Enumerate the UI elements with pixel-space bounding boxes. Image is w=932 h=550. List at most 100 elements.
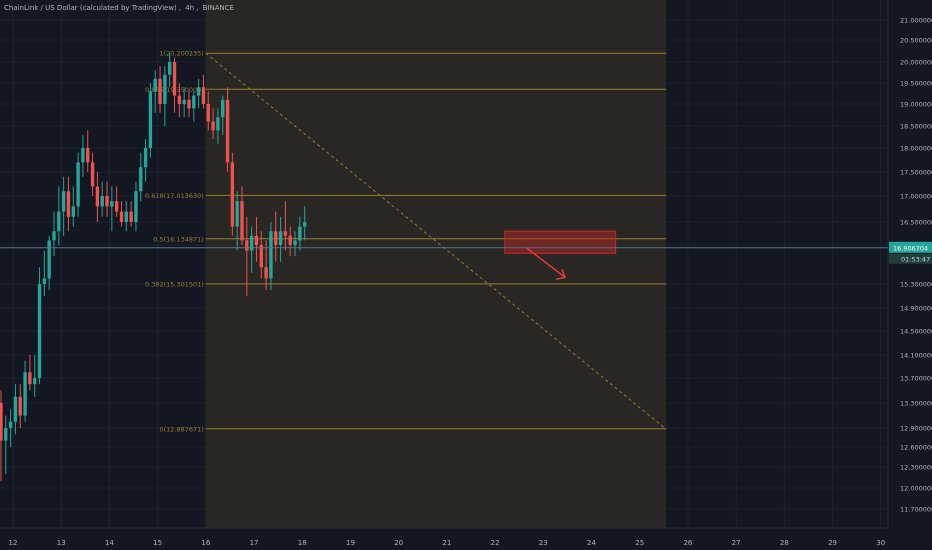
candle-body xyxy=(288,235,292,245)
fib-retracement-zone xyxy=(205,0,667,528)
candle-body xyxy=(148,91,153,148)
x-tick-label: 24 xyxy=(587,539,596,547)
x-tick-label: 22 xyxy=(491,539,500,547)
candle-body xyxy=(37,284,42,378)
candle-body xyxy=(124,211,128,222)
current-price-tag xyxy=(889,241,932,253)
candle-body xyxy=(66,191,71,217)
x-tick-label: 26 xyxy=(683,539,692,547)
candle-body xyxy=(90,162,95,187)
candle-body xyxy=(33,378,37,385)
candle-body xyxy=(23,372,27,416)
candle-body xyxy=(196,87,201,96)
y-tick-label: 14.100000 xyxy=(900,352,932,360)
candle-body xyxy=(216,117,220,131)
candle-body xyxy=(28,372,32,385)
candle-body xyxy=(249,235,254,251)
symbol-name: ChainLink / US Dollar (calculated by Tra… xyxy=(4,4,177,12)
x-tick-label: 25 xyxy=(635,539,644,547)
fib-zone-background xyxy=(205,0,667,528)
candle-body xyxy=(201,87,206,104)
candle-body xyxy=(211,121,215,131)
candle-body xyxy=(18,396,22,416)
candle-body xyxy=(274,231,278,245)
annotations xyxy=(0,230,888,281)
x-tick-label: 17 xyxy=(250,539,259,547)
candle-body xyxy=(129,211,133,222)
candle-body xyxy=(105,196,109,207)
time-axis[interactable]: 12 13 14 15 16 17 18 19 20 21 22 23 24 25 26 27 28 29 30 xyxy=(0,527,888,547)
price-axis[interactable]: 21.000000 20.500000 20.000000 19.500000 19.0… xyxy=(887,0,932,528)
y-tick-label: 13.700000 xyxy=(900,375,932,383)
x-tick-label: 13 xyxy=(57,539,66,547)
candle-body xyxy=(264,267,268,279)
candle-body xyxy=(235,201,239,227)
candle-body xyxy=(13,396,18,422)
fib-level-label: 0.382(15.301501) xyxy=(145,280,204,288)
x-tick-label: 30 xyxy=(876,539,885,547)
x-tick-label: 12 xyxy=(9,539,18,547)
candle-body xyxy=(52,231,56,241)
candle-body xyxy=(283,231,288,236)
fib-level-label: 0.618(17.013630) xyxy=(145,192,204,200)
candle-body xyxy=(95,186,100,207)
resistance-box xyxy=(504,230,617,254)
fib-level-label: 0(12.887671) xyxy=(159,425,203,433)
y-tick-label: 11.700000 xyxy=(900,506,932,514)
y-tick-label: 13.300000 xyxy=(900,400,932,408)
candle-body xyxy=(119,211,124,222)
candle-body xyxy=(293,240,297,245)
y-tick-label: 12.600000 xyxy=(900,444,932,452)
candle-body xyxy=(158,78,162,104)
x-tick-label: 27 xyxy=(732,539,741,547)
y-tick-label: 12.000000 xyxy=(900,485,932,493)
y-tick-label: 16.500000 xyxy=(900,219,932,227)
candle-body xyxy=(110,201,114,207)
countdown-tag xyxy=(889,253,932,264)
candle-body xyxy=(0,403,3,441)
x-tick-label: 14 xyxy=(105,539,114,547)
candlesticks xyxy=(0,53,307,481)
y-tick-label: 18.500000 xyxy=(900,123,932,131)
candle-body xyxy=(206,104,210,122)
interval-label: 4h xyxy=(185,4,195,12)
y-tick-label: 20.500000 xyxy=(900,37,932,45)
candle-body xyxy=(245,240,249,251)
y-tick-label: 21.000000 xyxy=(900,17,932,25)
down-arrow-head xyxy=(555,269,567,281)
y-tick-label: 19.000000 xyxy=(900,101,932,109)
candle-body xyxy=(302,222,307,227)
fib-level-label: 1(20.200235) xyxy=(159,50,203,58)
candle-body xyxy=(143,148,148,168)
exchange-label: BINANCE xyxy=(202,4,235,12)
candle-body xyxy=(163,74,167,104)
y-tick-label: 14.500000 xyxy=(900,328,932,336)
countdown-label: 01:53:47 xyxy=(901,255,930,263)
candle-body xyxy=(81,148,85,163)
candle-body xyxy=(254,235,259,245)
y-tick-label: 20.000000 xyxy=(900,59,932,67)
y-tick-label: 14.900000 xyxy=(900,305,932,313)
candle-body xyxy=(114,201,119,212)
y-tick-label: 12.900000 xyxy=(900,425,932,433)
y-tick-label: 18.000000 xyxy=(900,145,932,153)
candle-body xyxy=(269,231,273,279)
candle-body xyxy=(230,162,235,227)
candle-body xyxy=(4,428,8,441)
candle-body xyxy=(57,211,61,232)
candle-body xyxy=(47,240,51,279)
candle-body xyxy=(139,167,143,192)
candle-body xyxy=(42,278,47,284)
x-tick-label: 20 xyxy=(394,539,403,547)
candle-body xyxy=(225,99,230,163)
down-arrow-shaft xyxy=(525,247,566,278)
candle-body xyxy=(134,191,138,222)
x-tick-label: 23 xyxy=(539,539,548,547)
candle-body xyxy=(61,191,66,212)
candle-body xyxy=(298,226,302,241)
candle-body xyxy=(182,99,186,104)
y-tick-label: 17.500000 xyxy=(900,169,932,177)
x-tick-label: 21 xyxy=(442,539,451,547)
candle-body xyxy=(187,99,191,109)
